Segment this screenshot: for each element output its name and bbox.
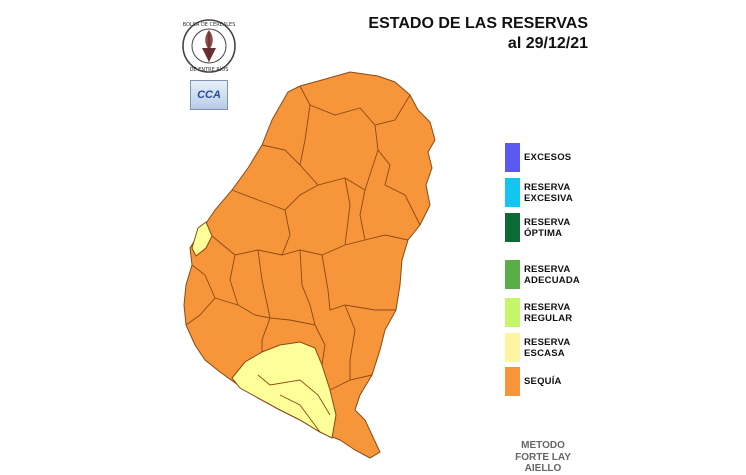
legend-swatch-excesos xyxy=(505,143,520,172)
svg-text:DE ENTRE RÍOS: DE ENTRE RÍOS xyxy=(190,66,229,73)
legend-swatch-reserva-regular xyxy=(505,298,520,327)
legend-label-reserva-regular: RESERVA REGULAR xyxy=(524,301,573,324)
cca-logo: CCA xyxy=(190,80,228,110)
legend-item-reserva-regular: RESERVA REGULAR xyxy=(505,298,572,327)
legend-item-reserva-adecuada: RESERVA ADECUADA xyxy=(505,260,580,289)
legend-item-reserva-escasa: RESERVA ESCASA xyxy=(505,333,570,362)
legend-label-reserva-adecuada: RESERVA ADECUADA xyxy=(524,263,580,286)
map-title: ESTADO DE LAS RESERVAS al 29/12/21 xyxy=(368,14,588,54)
legend-swatch-reserva-escasa xyxy=(505,333,520,362)
legend-swatch-reserva-adecuada xyxy=(505,260,520,289)
method-line-1: METODO xyxy=(521,440,565,451)
method-note: METODO FORTE LAY AIELLO xyxy=(503,440,583,475)
legend-label-reserva-excesiva: RESERVA EXCESIVA xyxy=(524,181,573,204)
legend-label-excesos: EXCESOS xyxy=(524,152,572,163)
cca-logo-text: CCA xyxy=(197,89,221,101)
method-line-3: AIELLO xyxy=(524,463,562,474)
south-escasa-area xyxy=(231,341,337,439)
svg-text:BOLSA DE CEREALES: BOLSA DE CEREALES xyxy=(183,22,236,28)
title-text: ESTADO DE LAS RESERVAS xyxy=(368,15,588,32)
legend-label-reserva-escasa: RESERVA ESCASA xyxy=(524,336,571,359)
legend-swatch-sequia xyxy=(505,367,520,396)
legend-item-reserva-excesiva: RESERVA EXCESIVA xyxy=(505,178,573,207)
method-line-2: FORTE LAY xyxy=(515,451,571,463)
legend-item-excesos: EXCESOS xyxy=(505,143,571,172)
legend-label-reserva-optima: RESERVA ÓPTIMA xyxy=(524,216,571,239)
west-escasa-area xyxy=(191,221,213,257)
legend-swatch-reserva-optima xyxy=(505,213,520,242)
legend-swatch-reserva-excesiva xyxy=(505,178,520,207)
legend-item-reserva-optima: RESERVA ÓPTIMA xyxy=(505,213,570,242)
legend-label-sequia: SEQUÍA xyxy=(524,376,562,387)
legend-item-sequia: SEQUÍA xyxy=(505,367,562,396)
date-text: al 29/12/21 xyxy=(507,35,588,52)
department-borders xyxy=(185,85,421,433)
bolsa-cereales-seal-logo: BOLSA DE CEREALES DE ENTRE RÍOS xyxy=(182,19,236,73)
